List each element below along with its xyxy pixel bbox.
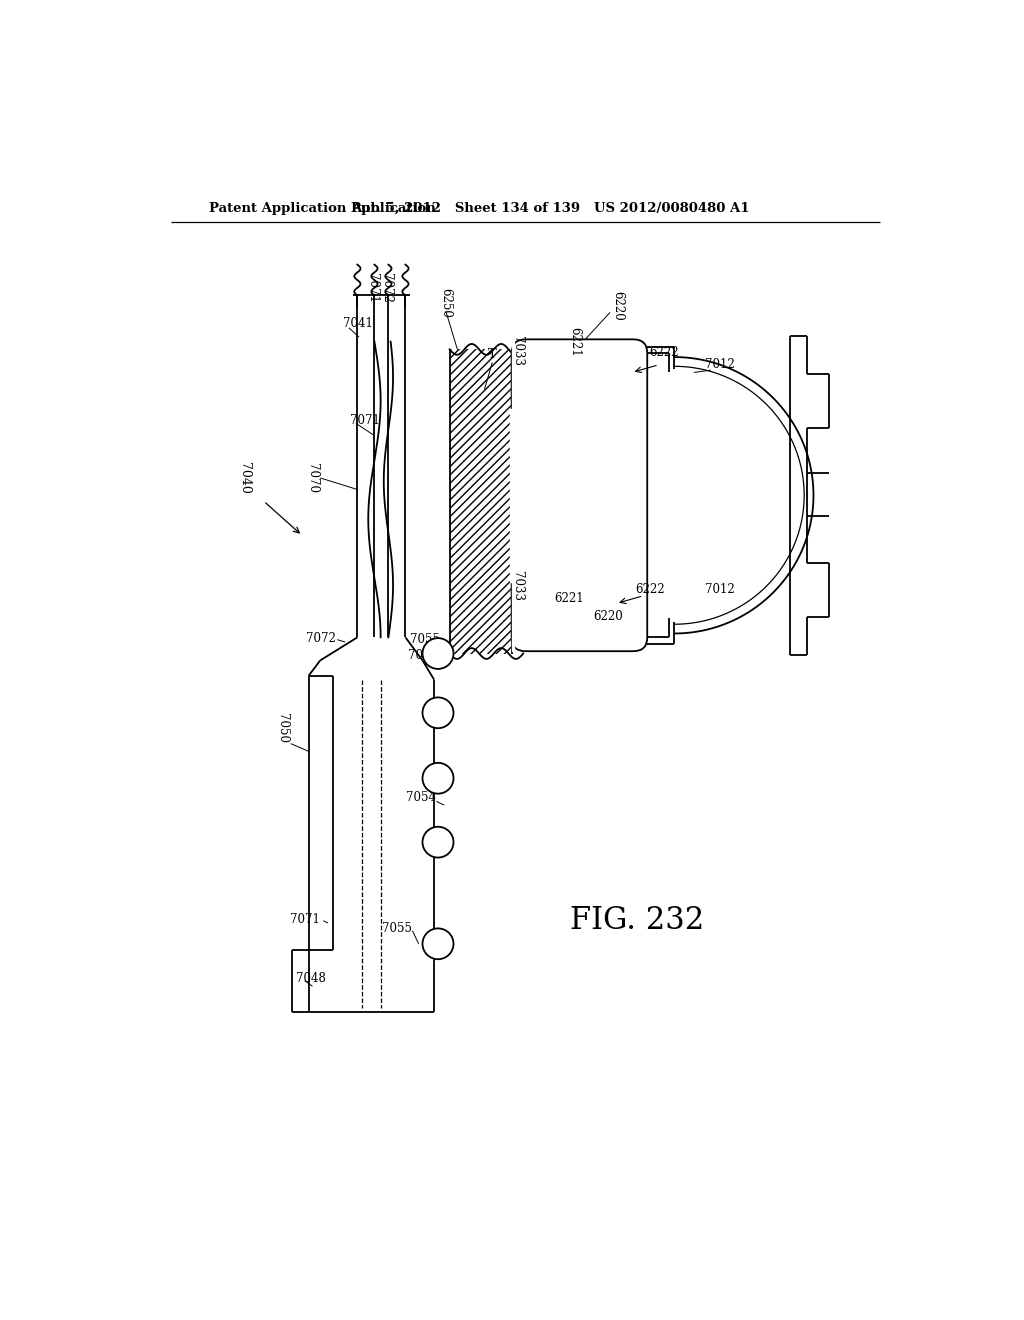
Text: 7040: 7040 (238, 462, 251, 494)
Circle shape (423, 763, 454, 793)
Text: FIG. 232: FIG. 232 (569, 906, 705, 936)
FancyBboxPatch shape (512, 339, 647, 651)
Text: 7048: 7048 (296, 972, 326, 985)
Text: 6250: 6250 (439, 288, 453, 318)
Circle shape (423, 826, 454, 858)
Text: 6221: 6221 (554, 593, 584, 606)
Circle shape (423, 638, 454, 669)
Text: 7072: 7072 (380, 273, 393, 302)
Text: 7055: 7055 (382, 921, 413, 935)
Text: 6220: 6220 (593, 610, 623, 623)
Circle shape (423, 928, 454, 960)
Text: 7054: 7054 (407, 791, 436, 804)
Polygon shape (512, 339, 514, 409)
Text: Patent Application Publication: Patent Application Publication (209, 202, 436, 215)
Text: 7012: 7012 (706, 358, 735, 371)
Circle shape (423, 697, 454, 729)
Text: 7071: 7071 (366, 273, 379, 302)
Text: 7041: 7041 (343, 317, 374, 330)
Text: 7053: 7053 (408, 648, 438, 661)
Text: 7072: 7072 (306, 631, 336, 644)
Text: 7070: 7070 (306, 463, 318, 492)
Text: 7071: 7071 (291, 912, 321, 925)
Text: 6222: 6222 (649, 346, 679, 359)
Polygon shape (510, 409, 514, 582)
Text: 7033: 7033 (511, 570, 523, 601)
Text: T: T (487, 348, 497, 362)
Text: 6221: 6221 (568, 327, 582, 356)
Text: 7055: 7055 (410, 634, 439, 647)
Text: 7033: 7033 (511, 335, 523, 366)
Text: 6222: 6222 (636, 583, 666, 597)
Text: 7012: 7012 (706, 583, 735, 597)
Bar (450, 350, 512, 653)
Text: Apr. 5, 2012   Sheet 134 of 139   US 2012/0080480 A1: Apr. 5, 2012 Sheet 134 of 139 US 2012/00… (351, 202, 750, 215)
Text: 6220: 6220 (611, 292, 625, 321)
Polygon shape (512, 582, 514, 651)
Text: 7071: 7071 (350, 413, 380, 426)
Text: 7050: 7050 (276, 713, 290, 743)
